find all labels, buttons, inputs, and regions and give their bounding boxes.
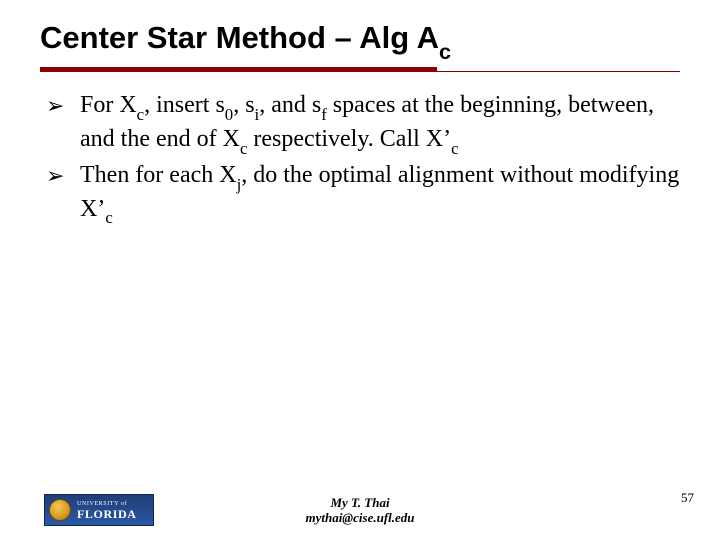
subscript: i <box>255 105 260 124</box>
bullet-list: ➢ For Xc, insert s0, si, and sf spaces at… <box>40 90 680 227</box>
footer: UNIVERSITY of FLORIDA My T. Thai mythai@… <box>0 482 720 528</box>
author-block: My T. Thai mythai@cise.ufl.edu <box>305 495 414 526</box>
bullet-marker-icon: ➢ <box>46 92 64 120</box>
title-c-sub: c <box>439 39 451 64</box>
bullet-item: ➢ For Xc, insert s0, si, and sf spaces at… <box>46 90 680 158</box>
title-A: A <box>417 20 439 55</box>
bullet-text: Then for each Xj, do the optimal alignme… <box>80 162 679 222</box>
bullet-text: For Xc, insert s0, si, and sf spaces at … <box>80 92 654 152</box>
bullet-marker-icon: ➢ <box>46 162 64 190</box>
text-run: , insert s <box>144 92 225 118</box>
text-run: Then for each X <box>80 162 237 188</box>
text-run: , s <box>233 92 254 118</box>
logo-line2: FLORIDA <box>77 508 137 520</box>
text-run: For X <box>80 92 137 118</box>
rule-thin <box>40 71 680 72</box>
page-number: 57 <box>681 490 694 506</box>
subscript: c <box>105 208 112 227</box>
author-name: My T. Thai <box>305 495 414 511</box>
subscript: c <box>240 139 247 158</box>
subscript: f <box>321 105 327 124</box>
title-underline <box>40 67 680 72</box>
subscript: c <box>451 139 458 158</box>
uf-logo: UNIVERSITY of FLORIDA <box>44 494 154 526</box>
text-run: , and s <box>259 92 321 118</box>
logo-line1: UNIVERSITY of <box>77 501 137 507</box>
slide: Center Star Method – Alg Ac ➢For Xc, ins… <box>0 0 720 540</box>
text-run: respectively. Call X’ <box>247 126 451 152</box>
subscript: c <box>137 105 144 124</box>
slide-title: Center Star Method – Alg Ac <box>40 20 680 61</box>
author-email: mythai@cise.ufl.edu <box>305 510 414 526</box>
bullet-item: ➢ Then for each Xj, do the optimal alignm… <box>46 160 680 228</box>
title-prefix: Center Star Method – Alg <box>40 20 417 55</box>
uf-text: UNIVERSITY of FLORIDA <box>77 501 137 520</box>
subscript: 0 <box>225 105 233 124</box>
uf-seal-icon <box>49 499 71 521</box>
subscript: j <box>237 175 242 194</box>
